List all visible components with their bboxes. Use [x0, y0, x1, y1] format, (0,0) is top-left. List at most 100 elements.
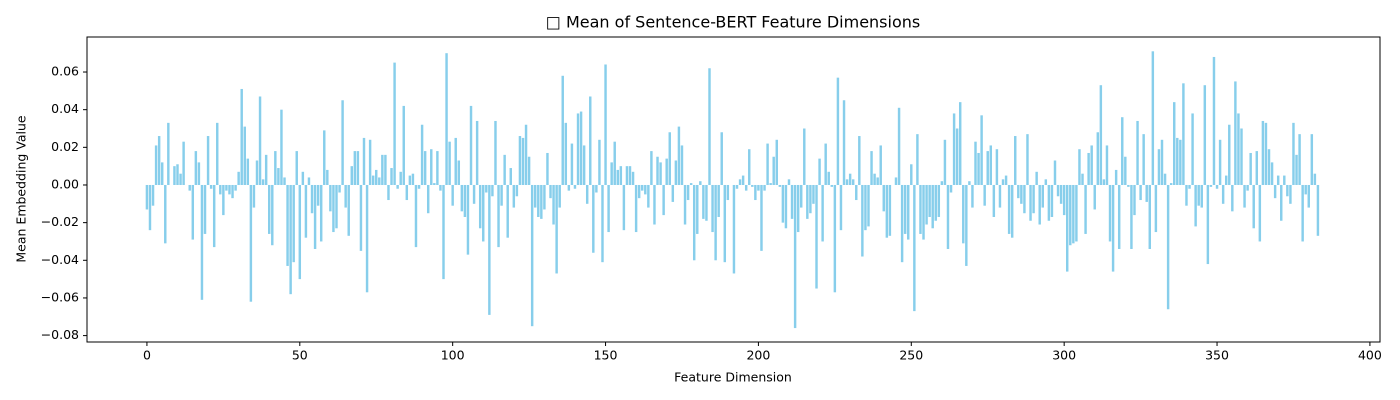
bar [497, 184, 500, 248]
bar [741, 175, 745, 185]
bar [726, 184, 730, 201]
bar [240, 88, 243, 185]
bar [280, 109, 283, 185]
bar [323, 130, 326, 185]
bar [1130, 184, 1133, 249]
bar [1276, 175, 1280, 185]
bar [589, 96, 592, 185]
bar [946, 184, 950, 249]
bar [457, 160, 461, 185]
bar [1096, 132, 1100, 185]
bar [1301, 184, 1304, 242]
bar [818, 158, 821, 185]
bar [943, 139, 947, 185]
bar [255, 160, 259, 185]
bar [1228, 124, 1231, 185]
y-tick-label: 0.02 [51, 139, 79, 154]
bar [549, 184, 552, 199]
x-tick-label: 150 [594, 348, 618, 363]
bar [1264, 122, 1268, 185]
bar [353, 151, 357, 185]
y-tick-label: 0.04 [51, 101, 79, 116]
bar [1157, 149, 1161, 185]
bar [647, 184, 650, 208]
bar [1023, 184, 1026, 214]
bar [815, 184, 818, 289]
bar [839, 184, 843, 231]
bar [900, 184, 904, 263]
y-tick-label: −0.02 [41, 214, 79, 229]
bar [200, 184, 204, 300]
bar [319, 184, 323, 242]
bar [619, 166, 623, 185]
bar [751, 184, 754, 187]
bar [1056, 184, 1060, 197]
bar [1224, 175, 1228, 185]
bar [402, 105, 405, 185]
bar [173, 166, 176, 185]
bar [1154, 184, 1158, 233]
bar [980, 115, 983, 185]
bar [564, 122, 568, 185]
bar [537, 184, 540, 217]
bar [830, 184, 834, 187]
bar [411, 173, 415, 185]
bar [876, 177, 879, 185]
bar [1151, 51, 1155, 185]
bar [209, 184, 213, 189]
bar [301, 171, 305, 185]
bar [1029, 184, 1032, 221]
bar [1062, 184, 1066, 216]
bar [748, 149, 751, 185]
bar [1163, 173, 1167, 185]
bar [644, 184, 647, 195]
bar [426, 184, 430, 214]
bar [518, 136, 522, 185]
bar [790, 184, 794, 219]
bar [1133, 184, 1136, 216]
bar [264, 154, 268, 185]
bar [1102, 179, 1106, 185]
y-tick-label: 0.00 [51, 176, 79, 191]
bar [864, 184, 867, 231]
bar [1124, 156, 1127, 185]
x-tick-label: 350 [1205, 348, 1229, 363]
bar [488, 184, 491, 315]
bar [692, 184, 696, 261]
y-tick-label: 0.06 [51, 64, 79, 79]
bar [482, 184, 485, 242]
bar [228, 184, 231, 195]
bar [702, 184, 705, 219]
bar [910, 164, 913, 185]
bar [604, 64, 607, 185]
bar [1041, 184, 1044, 208]
bar [1084, 184, 1087, 234]
bar [154, 145, 158, 185]
bar [1087, 152, 1090, 185]
bar [350, 166, 353, 185]
bar [769, 183, 772, 185]
bar [812, 184, 815, 204]
bar [766, 143, 769, 185]
bar [940, 181, 944, 185]
bar [332, 184, 335, 233]
bar [390, 168, 393, 185]
bar [1007, 184, 1011, 234]
bar [1234, 81, 1237, 185]
bar [717, 184, 720, 217]
bar [304, 184, 308, 238]
bar [595, 184, 598, 193]
bar [1145, 184, 1148, 202]
x-axis-label: Feature Dimension [674, 370, 792, 385]
bar [955, 128, 959, 185]
bar [949, 184, 953, 193]
bar [601, 184, 604, 263]
bar [1111, 184, 1115, 272]
bar [934, 184, 937, 221]
bar [1231, 184, 1234, 212]
bar [1298, 134, 1301, 185]
bar [558, 184, 561, 208]
bar [231, 184, 234, 199]
bar [842, 100, 846, 185]
bar [216, 122, 219, 185]
